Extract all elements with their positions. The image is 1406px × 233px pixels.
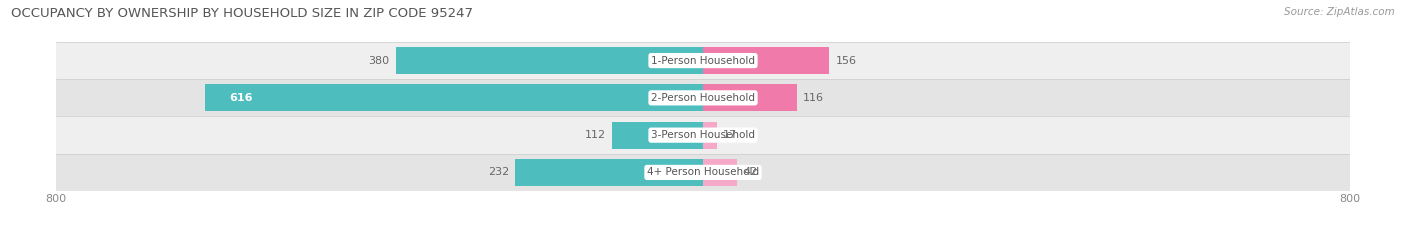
Text: 17: 17 (723, 130, 737, 140)
Text: 2-Person Household: 2-Person Household (651, 93, 755, 103)
Text: 112: 112 (585, 130, 606, 140)
Text: 3-Person Household: 3-Person Household (651, 130, 755, 140)
Bar (56, 79, 1350, 116)
Bar (516, 159, 703, 186)
Text: 156: 156 (835, 56, 856, 65)
Bar (703, 84, 797, 111)
Bar (613, 122, 703, 149)
Bar (703, 159, 737, 186)
Bar (56, 116, 1350, 154)
Bar (703, 47, 830, 74)
Bar (56, 42, 1350, 79)
Text: 380: 380 (368, 56, 389, 65)
Bar (205, 84, 703, 111)
Text: 4+ Person Household: 4+ Person Household (647, 168, 759, 177)
Bar (703, 122, 717, 149)
Text: 1-Person Household: 1-Person Household (651, 56, 755, 65)
Text: 116: 116 (803, 93, 824, 103)
Text: 232: 232 (488, 168, 509, 177)
Text: 42: 42 (744, 168, 758, 177)
Bar (396, 47, 703, 74)
Text: OCCUPANCY BY OWNERSHIP BY HOUSEHOLD SIZE IN ZIP CODE 95247: OCCUPANCY BY OWNERSHIP BY HOUSEHOLD SIZE… (11, 7, 474, 20)
Text: 616: 616 (229, 93, 253, 103)
Text: Source: ZipAtlas.com: Source: ZipAtlas.com (1284, 7, 1395, 17)
Bar (56, 154, 1350, 191)
